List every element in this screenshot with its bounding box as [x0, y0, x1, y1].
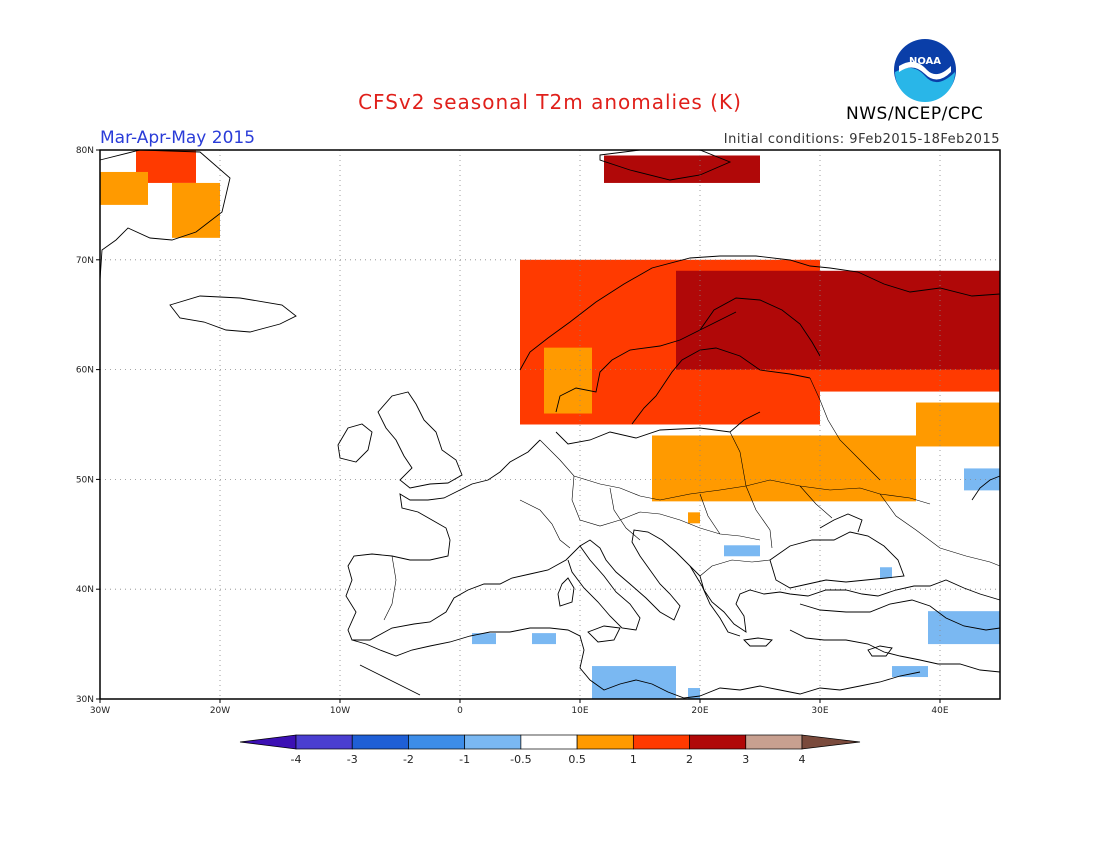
anomaly-cell-17	[688, 688, 700, 699]
colorbar-label: 2	[686, 753, 693, 766]
map-frame	[99, 149, 1001, 700]
organization-label: NWS/NCEP/CPC	[846, 104, 984, 124]
colorbar-label: -0.5	[510, 753, 531, 766]
colorbar-arrow-high	[801, 734, 861, 750]
colorbar-swatch	[745, 734, 803, 750]
lon-tick-label: 20E	[691, 706, 708, 716]
lat-tick-label: 80N	[76, 146, 94, 156]
noaa-logo-text: NOAA	[909, 56, 941, 67]
coastlines	[99, 149, 1001, 699]
anomaly-cell-12	[724, 545, 760, 557]
lon-tick-label: 30E	[811, 706, 828, 716]
map-title: CFSv2 seasonal T2m anomalies (K)	[358, 90, 742, 114]
lat-tick-label: 40N	[76, 585, 94, 595]
anomaly-cell-16	[592, 666, 676, 699]
season-label: Mar-Apr-May 2015	[100, 128, 256, 148]
lat-tick-label: 70N	[76, 256, 94, 266]
country-borders	[383, 377, 1001, 621]
anomaly-cell-7	[544, 347, 592, 414]
anomaly-cell-15	[532, 633, 556, 645]
anomaly-cell-13	[880, 567, 892, 579]
anomaly-cell-6	[676, 270, 1000, 370]
colorbar-swatch	[408, 734, 466, 750]
colorbar: -4 -3 -2 -1 -0.5 0.5 1 2 3 4	[239, 734, 861, 766]
colorbar-arrow-low	[239, 734, 297, 750]
anomaly-cells	[100, 150, 1000, 699]
anomaly-cell-19	[892, 666, 928, 678]
colorbar-label: -1	[459, 753, 470, 766]
colorbar-label: 4	[799, 753, 806, 766]
initial-conditions-label: Initial conditions: 9Feb2015-18Feb2015	[723, 132, 1000, 147]
lon-tick-label: 30W	[90, 706, 110, 716]
colorbar-swatch	[464, 734, 522, 750]
lon-tick-label: 10E	[571, 706, 588, 716]
anomaly-cell-18	[928, 611, 1000, 645]
colorbar-swatch	[576, 734, 634, 750]
lat-tick-label: 50N	[76, 475, 94, 485]
anomaly-cell-9	[916, 402, 1000, 447]
colorbar-swatch	[632, 734, 690, 750]
colorbar-label: 0.5	[568, 753, 586, 766]
colorbar-swatch	[295, 734, 353, 750]
lon-tick-label: 40E	[931, 706, 948, 716]
lon-tick-label: 20W	[210, 706, 230, 716]
colorbar-swatch	[520, 734, 578, 750]
colorbar-swatch	[689, 734, 747, 750]
noaa-logo-icon: NOAA	[894, 39, 956, 102]
lon-tick-label: 10W	[330, 706, 350, 716]
anomaly-cell-11	[964, 468, 1000, 491]
lat-tick-label: 60N	[76, 366, 94, 376]
colorbar-label: 3	[742, 753, 749, 766]
lat-tick-label: 30N	[76, 695, 94, 705]
colorbar-label: 1	[630, 753, 637, 766]
colorbar-label: -3	[347, 753, 358, 766]
colorbar-swatch	[351, 734, 409, 750]
grid-lines	[100, 150, 1000, 699]
anomaly-cell-1	[100, 171, 148, 205]
colorbar-label: -4	[291, 753, 302, 766]
colorbar-label: -2	[403, 753, 414, 766]
anomaly-cell-8	[652, 435, 916, 502]
anomaly-cell-2	[172, 182, 220, 238]
lon-tick-label: 0	[457, 706, 463, 716]
anomaly-cell-14	[472, 633, 496, 645]
anomaly-cell-10	[688, 512, 700, 524]
